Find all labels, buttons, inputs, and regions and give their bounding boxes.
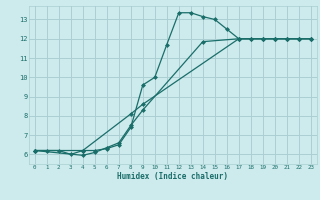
X-axis label: Humidex (Indice chaleur): Humidex (Indice chaleur) [117,172,228,181]
